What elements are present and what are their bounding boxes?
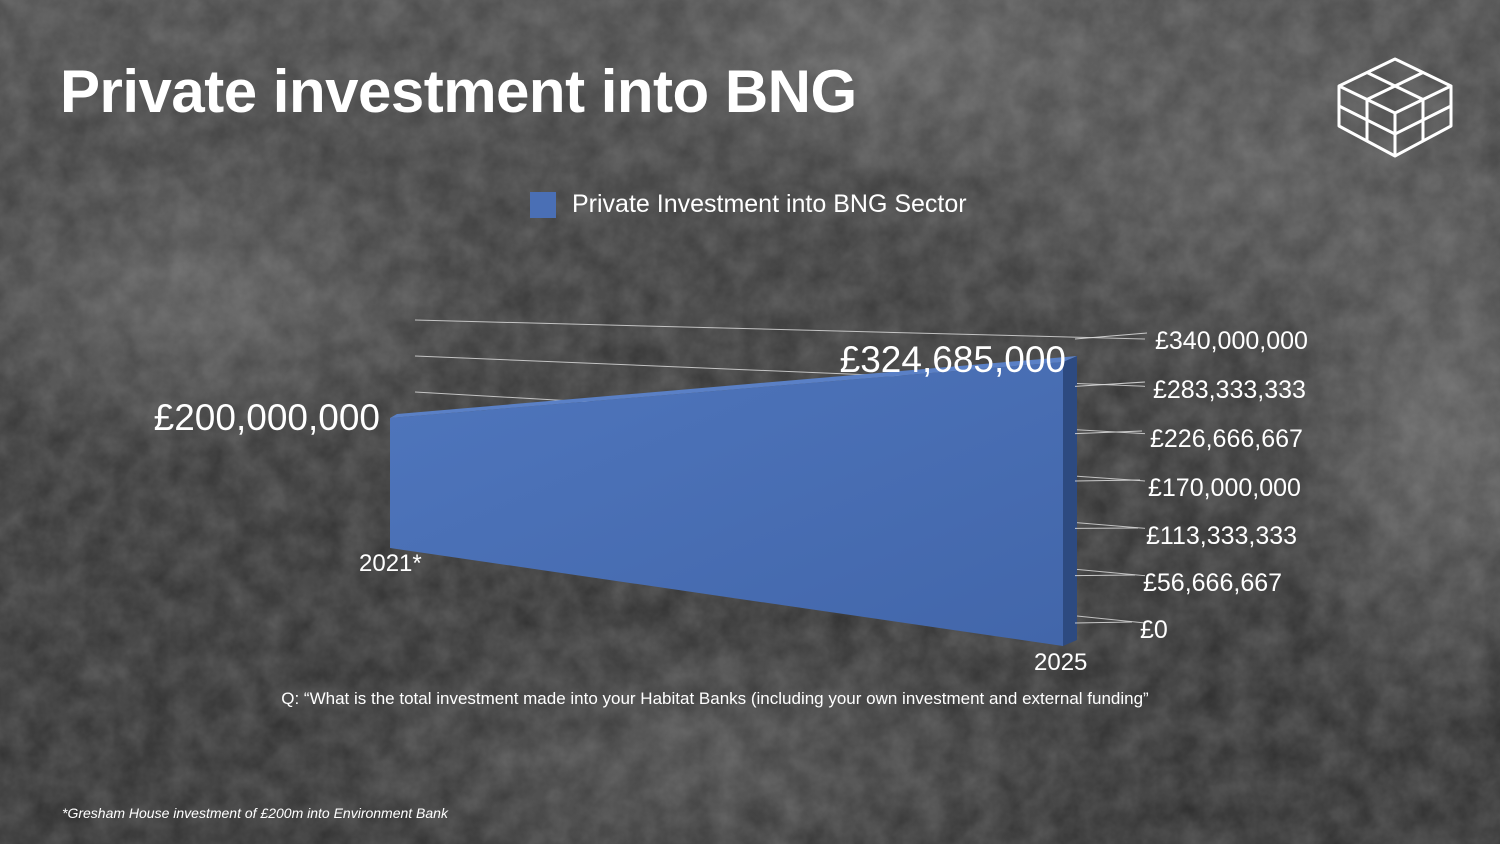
y-tick-label: £0 (1140, 616, 1168, 644)
category-label-2021: 2021* (359, 550, 422, 577)
y-tick-label: £170,000,000 (1148, 474, 1301, 502)
chart-legend: Private Investment into BNG Sector (530, 190, 967, 219)
survey-question: Q: “What is the total investment made in… (281, 689, 1149, 708)
y-tick-line-0 (1074, 621, 1133, 624)
legend-swatch (530, 191, 556, 218)
y-tick-line-6 (1074, 332, 1148, 340)
y-tick-label: £226,666,667 (1150, 425, 1303, 453)
area-side-face (1063, 356, 1077, 646)
y-tick-line-1 (1074, 574, 1136, 577)
y-tick-label: £283,333,333 (1153, 376, 1306, 404)
y-tick-label: £56,666,667 (1143, 569, 1282, 597)
footnote: *Gresham House investment of £200m into … (62, 805, 448, 821)
category-label-2025: 2025 (1034, 649, 1087, 676)
data-label-2021: £200,000,000 (154, 397, 380, 438)
y-tick-label: £340,000,000 (1155, 327, 1308, 355)
y-tick-line-5 (1074, 381, 1146, 387)
y-tick-label: £113,333,333 (1146, 522, 1297, 550)
data-label-2025: £324,685,000 (840, 339, 1066, 380)
y-tick-line-4 (1074, 430, 1143, 435)
cube-grid-logo-icon (1337, 57, 1453, 158)
legend-label: Private Investment into BNG Sector (572, 190, 967, 218)
area-top-face (390, 356, 1077, 418)
gridline-6 (414, 319, 1146, 340)
y-tick-line-3 (1074, 479, 1141, 482)
slide-title: Private investment into BNG (60, 58, 857, 125)
area-front-face (390, 362, 1063, 646)
